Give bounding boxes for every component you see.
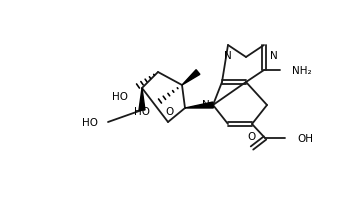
Text: OH: OH bbox=[297, 133, 313, 143]
Text: O: O bbox=[165, 106, 173, 116]
Polygon shape bbox=[185, 103, 213, 108]
Polygon shape bbox=[139, 89, 145, 110]
Text: O: O bbox=[247, 131, 255, 141]
Text: HO: HO bbox=[112, 92, 128, 101]
Text: NH₂: NH₂ bbox=[292, 66, 312, 76]
Text: N: N bbox=[202, 100, 210, 109]
Text: HO: HO bbox=[134, 106, 150, 116]
Polygon shape bbox=[182, 70, 200, 86]
Text: N: N bbox=[224, 51, 232, 61]
Text: N: N bbox=[270, 51, 278, 61]
Text: HO: HO bbox=[82, 117, 98, 127]
